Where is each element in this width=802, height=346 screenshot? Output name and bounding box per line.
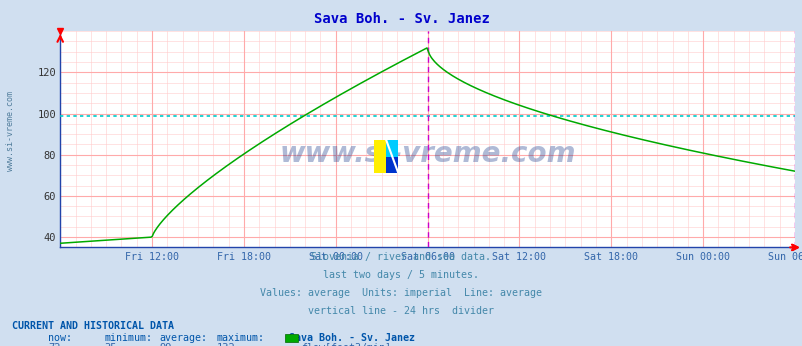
Text: vertical line - 24 hrs  divider: vertical line - 24 hrs divider	[308, 306, 494, 316]
Bar	[374, 140, 386, 173]
Text: now:: now:	[48, 333, 72, 343]
Text: 99: 99	[159, 343, 172, 346]
Text: average:: average:	[159, 333, 207, 343]
Text: 132: 132	[217, 343, 235, 346]
Bar	[386, 140, 398, 156]
Text: last two days / 5 minutes.: last two days / 5 minutes.	[323, 270, 479, 280]
Text: CURRENT AND HISTORICAL DATA: CURRENT AND HISTORICAL DATA	[12, 321, 174, 331]
Text: Sava Boh. - Sv. Janez: Sava Boh. - Sv. Janez	[289, 333, 415, 343]
Bar	[386, 156, 398, 173]
Text: 35: 35	[104, 343, 117, 346]
Text: 72: 72	[48, 343, 61, 346]
Text: Sava Boh. - Sv. Janez: Sava Boh. - Sv. Janez	[313, 12, 489, 26]
Text: Values: average  Units: imperial  Line: average: Values: average Units: imperial Line: av…	[260, 288, 542, 298]
Text: www.si-vreme.com: www.si-vreme.com	[279, 140, 575, 169]
Text: flow[foot3/min]: flow[foot3/min]	[301, 343, 391, 346]
Text: maximum:: maximum:	[217, 333, 265, 343]
Text: www.si-vreme.com: www.si-vreme.com	[6, 91, 15, 172]
Text: Slovenia / river and sea data.: Slovenia / river and sea data.	[311, 252, 491, 262]
Text: minimum:: minimum:	[104, 333, 152, 343]
